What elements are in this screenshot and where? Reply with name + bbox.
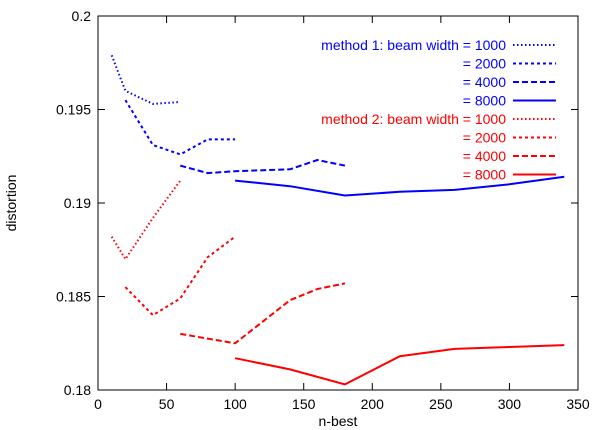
series-line-method2-bw1000 — [110, 180, 182, 261]
x-tick-label: 50 — [159, 396, 175, 412]
legend-label: = 8000 — [463, 167, 506, 183]
x-tick-label: 250 — [429, 396, 453, 412]
legend-label: = 8000 — [463, 93, 506, 109]
series-lines — [110, 54, 565, 386]
y-tick-label: 0.195 — [56, 102, 91, 118]
series-line-method2-bw8000 — [234, 344, 565, 386]
series-line-method1-bw1000 — [110, 54, 181, 105]
y-tick-label: 0.185 — [56, 289, 91, 305]
y-tick-label: 0.2 — [72, 8, 92, 24]
series-line-method1-bw4000 — [180, 159, 346, 175]
legend-label: = 2000 — [463, 130, 506, 146]
x-tick-label: 350 — [566, 396, 590, 412]
x-tick-label: 100 — [223, 396, 247, 412]
axis-ticks: 0 50 100 150 200 250 300 350 0.18 0.185 0.19 0.195 0… — [56, 8, 590, 412]
x-axis-label: n-best — [319, 413, 358, 429]
series-line-method1-bw2000 — [124, 99, 236, 156]
x-tick-label: 0 — [94, 396, 102, 412]
y-tick-label: 0.19 — [64, 195, 91, 211]
legend: method 1: beam width = 1000 = 2000 = 4000 =… — [321, 37, 556, 183]
x-tick-label: 150 — [292, 396, 316, 412]
series-line-method2-bw4000 — [180, 282, 346, 345]
plot-frame — [97, 15, 579, 391]
y-axis-label: distortion — [3, 175, 19, 232]
legend-label: method 1: beam width = 1000 — [321, 37, 506, 53]
legend-label: = 4000 — [463, 148, 506, 164]
series-line-method1-bw8000 — [234, 175, 565, 197]
series-line-method2-bw2000 — [124, 235, 236, 317]
legend-label: method 2: beam width = 1000 — [321, 111, 506, 127]
legend-label: = 4000 — [463, 74, 506, 90]
y-tick-label: 0.18 — [64, 382, 91, 398]
legend-label: = 2000 — [463, 56, 506, 72]
x-tick-label: 300 — [498, 396, 522, 412]
x-tick-label: 200 — [361, 396, 385, 412]
